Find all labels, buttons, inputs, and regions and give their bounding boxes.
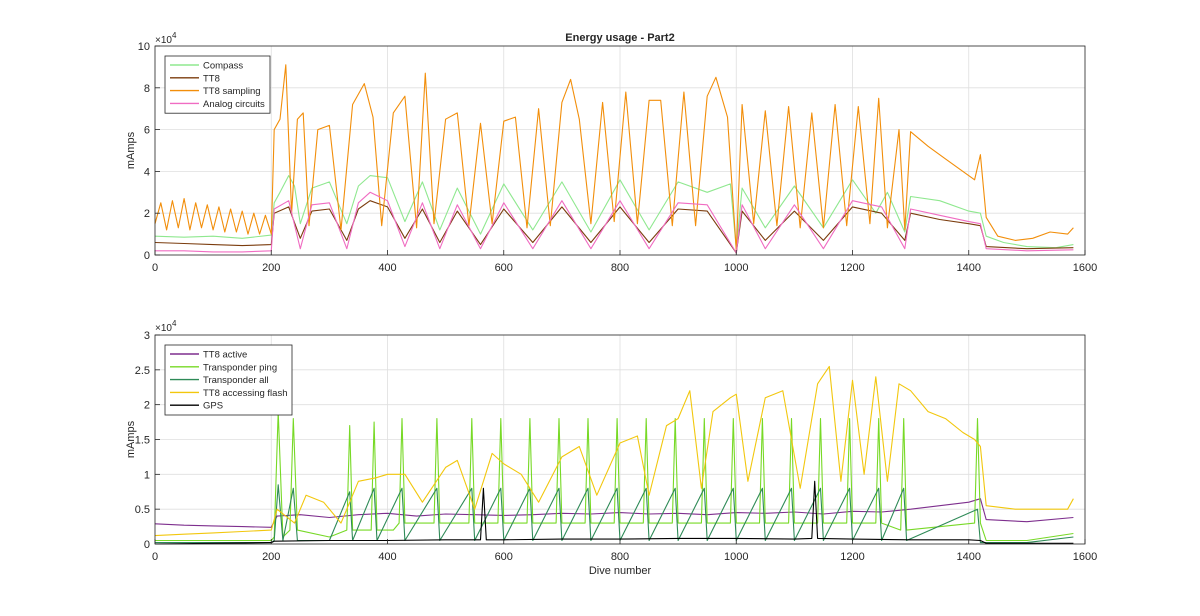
y-tick-label: 6: [144, 125, 150, 137]
legend-entry: Compass: [203, 61, 243, 72]
x-tick-label: 400: [378, 262, 396, 274]
legend-entry: TT8 accessing flash: [203, 388, 287, 399]
series-line-analog-circuits: [155, 191, 1074, 254]
x-tick-label: 1000: [724, 551, 748, 563]
series-line-transponder-all: [155, 484, 1074, 544]
bottom-ticks: 0 200 400 600 800 1000 1200 1400 1600 0 0.5 1 1.5 2 2.…: [135, 330, 1098, 563]
legend-entry: TT8: [203, 73, 220, 84]
legend-entry: Transponder all: [203, 375, 269, 386]
y-tick-label: 2: [144, 208, 150, 220]
y-tick-label: 8: [144, 83, 150, 95]
top-axes[interactable]: 0 200 400 600 800 1000 1200 1400 1600 0 2 4 6 8 10 Ene…: [125, 31, 1097, 274]
series-line-tt8-accessing-flash: [154, 365, 1074, 537]
top-y-axis-label: mAmps: [125, 131, 137, 169]
top-ticks: 0 200 400 600 800 1000 1200 1400 1600 0 2 4 6 8 10: [138, 41, 1097, 274]
bottom-y-axis-label: mAmps: [125, 420, 137, 458]
x-tick-label: 1400: [957, 551, 981, 563]
y-tick-label: 4: [144, 166, 150, 178]
bottom-series-lines: [154, 365, 1074, 545]
x-tick-label: 600: [495, 262, 513, 274]
x-tick-label: 600: [495, 551, 513, 563]
x-tick-label: 1600: [1073, 262, 1097, 274]
x-tick-label: 1400: [957, 262, 981, 274]
top-y-exponent: ×104: [155, 31, 177, 46]
x-tick-label: 200: [262, 262, 280, 274]
top-series-lines: [154, 64, 1074, 254]
bottom-y-exponent: ×104: [155, 319, 177, 334]
y-tick-label: 0.5: [135, 504, 150, 516]
legend-entry: Analog circuits: [203, 99, 265, 110]
y-tick-label: 0: [144, 250, 150, 262]
top-chart-title: Energy usage - Part2: [565, 32, 674, 44]
x-tick-label: 400: [378, 551, 396, 563]
x-tick-label: 1200: [840, 551, 864, 563]
y-tick-label: 1: [144, 469, 150, 481]
bottom-axes[interactable]: 0 200 400 600 800 1000 1200 1400 1600 0 0.5 1 1.5 2 2.…: [125, 319, 1097, 577]
y-tick-label: 2: [144, 400, 150, 412]
x-tick-label: 0: [152, 262, 158, 274]
x-tick-label: 200: [262, 551, 280, 563]
x-tick-label: 800: [611, 262, 629, 274]
series-line-tt8-sampling: [154, 64, 1074, 252]
x-tick-label: 0: [152, 551, 158, 563]
legend-entry: TT8 sampling: [203, 86, 261, 97]
y-tick-label: 3: [144, 330, 150, 342]
series-line-transponder-ping: [155, 411, 1074, 542]
legend-entry: Transponder ping: [203, 362, 277, 373]
legend-entry: GPS: [203, 401, 223, 412]
legend-entry: TT8 active: [203, 350, 247, 361]
y-tick-label: 1.5: [135, 435, 150, 447]
y-tick-label: 2.5: [135, 365, 150, 377]
x-tick-label: 1000: [724, 262, 748, 274]
series-line-tt8-active: [154, 498, 1074, 528]
y-tick-label: 0: [144, 539, 150, 551]
bottom-x-axis-label: Dive number: [589, 565, 652, 577]
y-tick-label: 10: [138, 41, 150, 53]
x-tick-label: 1200: [840, 262, 864, 274]
x-tick-label: 800: [611, 551, 629, 563]
x-tick-label: 1600: [1073, 551, 1097, 563]
